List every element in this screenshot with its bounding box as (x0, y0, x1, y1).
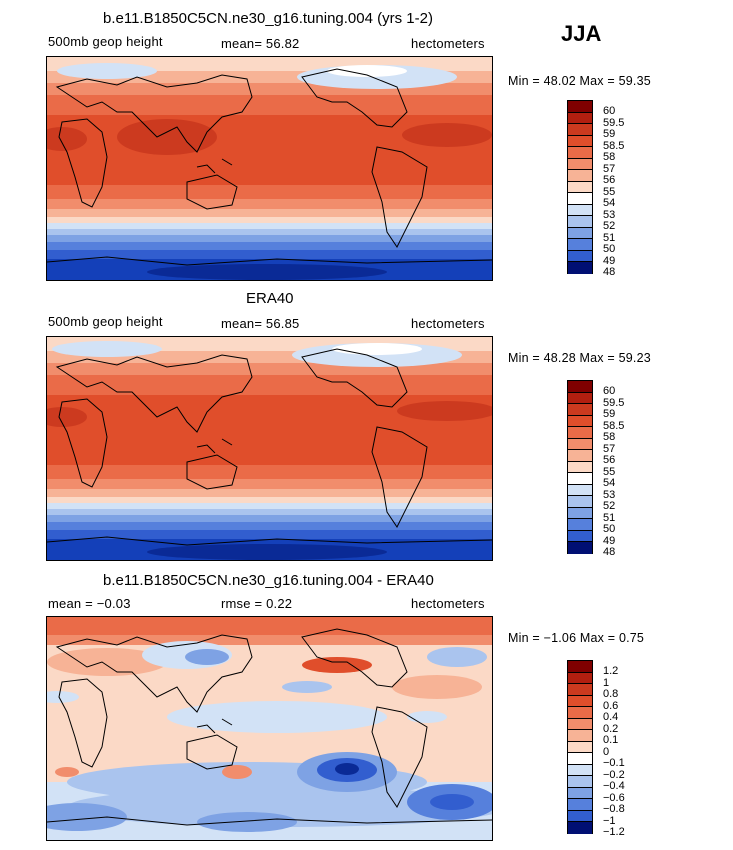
colorbar-tick-label: −0.8 (603, 803, 625, 815)
colorbar-tick-label: 55 (603, 185, 616, 198)
colorbar-tick-label: −0.4 (603, 780, 625, 792)
colorbar-tick-label: 55 (603, 465, 616, 478)
colorbar-tick-label: 0.8 (603, 688, 619, 700)
colorbar-tick-label: 48 (603, 546, 616, 558)
panel1-minmax: Min = 48.02 Max = 59.35 (508, 74, 651, 88)
colorbar-tick-label: 57 (603, 162, 616, 175)
colorbar-tick-label: 52 (603, 500, 616, 512)
panel1-field-label: 500mb geop height (48, 34, 163, 49)
colorbar-tick-label: 0.4 (603, 711, 619, 723)
colorbar-tick-label: 49 (603, 534, 616, 547)
panel3-minmax: Min = −1.06 Max = 0.75 (508, 631, 645, 645)
colorbar-tick-label: 56 (603, 174, 616, 186)
colorbar-tick-label: 1.2 (603, 665, 619, 677)
colorbar-tick-label: −0.2 (603, 768, 625, 781)
colorbar-tick-label: 59.5 (603, 116, 625, 129)
colorbar-tick-label: 59 (603, 408, 616, 420)
colorbar-tick-label: 59.5 (603, 396, 625, 409)
panel1-colorbar (567, 100, 593, 274)
panel2-minmax: Min = 48.28 Max = 59.23 (508, 351, 651, 365)
colorbar-tick-label: 0.6 (603, 699, 619, 712)
colorbar-tick-label: 0.1 (603, 734, 619, 746)
colorbar-tick-label: 56 (603, 454, 616, 466)
panel3-title: b.e11.B1850C5CN.ne30_g16.tuning.004 - ER… (103, 572, 434, 589)
colorbar-tick-label: 0 (603, 745, 610, 758)
panel3-contour-field (47, 617, 492, 840)
season-label: JJA (561, 21, 602, 46)
colorbar-tick-label: 48 (603, 266, 616, 278)
panel3-map (46, 616, 493, 841)
colorbar-tick-label: 60 (603, 105, 616, 117)
panel3-colorbar (567, 660, 593, 834)
colorbar-tick-label: 52 (603, 220, 616, 232)
panel2-map (46, 336, 493, 561)
panel3-rmse-label: rmse = 0.22 (221, 596, 293, 611)
panel2-field-label: 500mb geop height (48, 314, 163, 329)
panel2-contour-field (47, 337, 492, 560)
colorbar-tick-label: 53 (603, 208, 616, 221)
colorbar-tick-label: −0.6 (603, 791, 625, 804)
colorbar-tick-label: 49 (603, 254, 616, 267)
colorbar-tick-label: 58.5 (603, 419, 625, 432)
panel2-units-label: hectometers (411, 316, 485, 331)
colorbar-tick-label: 58 (603, 431, 616, 443)
colorbar-tick-label: 53 (603, 488, 616, 501)
colorbar-tick-label: 58 (603, 151, 616, 163)
panel1-mean-label: mean= 56.82 (221, 36, 300, 51)
colorbar-tick-label: 58.5 (603, 139, 625, 152)
panel3-mean-label: mean = −0.03 (48, 596, 131, 611)
panel1-title: b.e11.B1850C5CN.ne30_g16.tuning.004 (yrs… (103, 10, 433, 27)
panel2-mean-label: mean= 56.85 (221, 316, 300, 331)
colorbar-tick-label: 51 (603, 231, 616, 244)
colorbar-tick-label: −0.1 (603, 757, 625, 769)
colorbar-tick-label: 50 (603, 523, 616, 535)
colorbar-tick-label: 54 (603, 477, 616, 489)
colorbar-tick-label: −1 (603, 814, 616, 827)
colorbar-tick-label: 57 (603, 442, 616, 455)
colorbar-tick-label: 60 (603, 385, 616, 397)
panel1-contour-field (47, 57, 492, 280)
colorbar-tick-label: 54 (603, 197, 616, 209)
panel1-units-label: hectometers (411, 36, 485, 51)
panel1-map (46, 56, 493, 281)
colorbar-tick-label: 1 (603, 676, 610, 689)
colorbar-tick-label: −1.2 (603, 826, 625, 838)
panel3-units-label: hectometers (411, 596, 485, 611)
colorbar-tick-label: 59 (603, 128, 616, 140)
panel2-colorbar (567, 380, 593, 554)
colorbar-tick-label: 0.2 (603, 722, 619, 735)
colorbar-tick-label: 51 (603, 511, 616, 524)
colorbar-tick-label: 50 (603, 243, 616, 255)
panel2-title: ERA40 (246, 290, 294, 307)
